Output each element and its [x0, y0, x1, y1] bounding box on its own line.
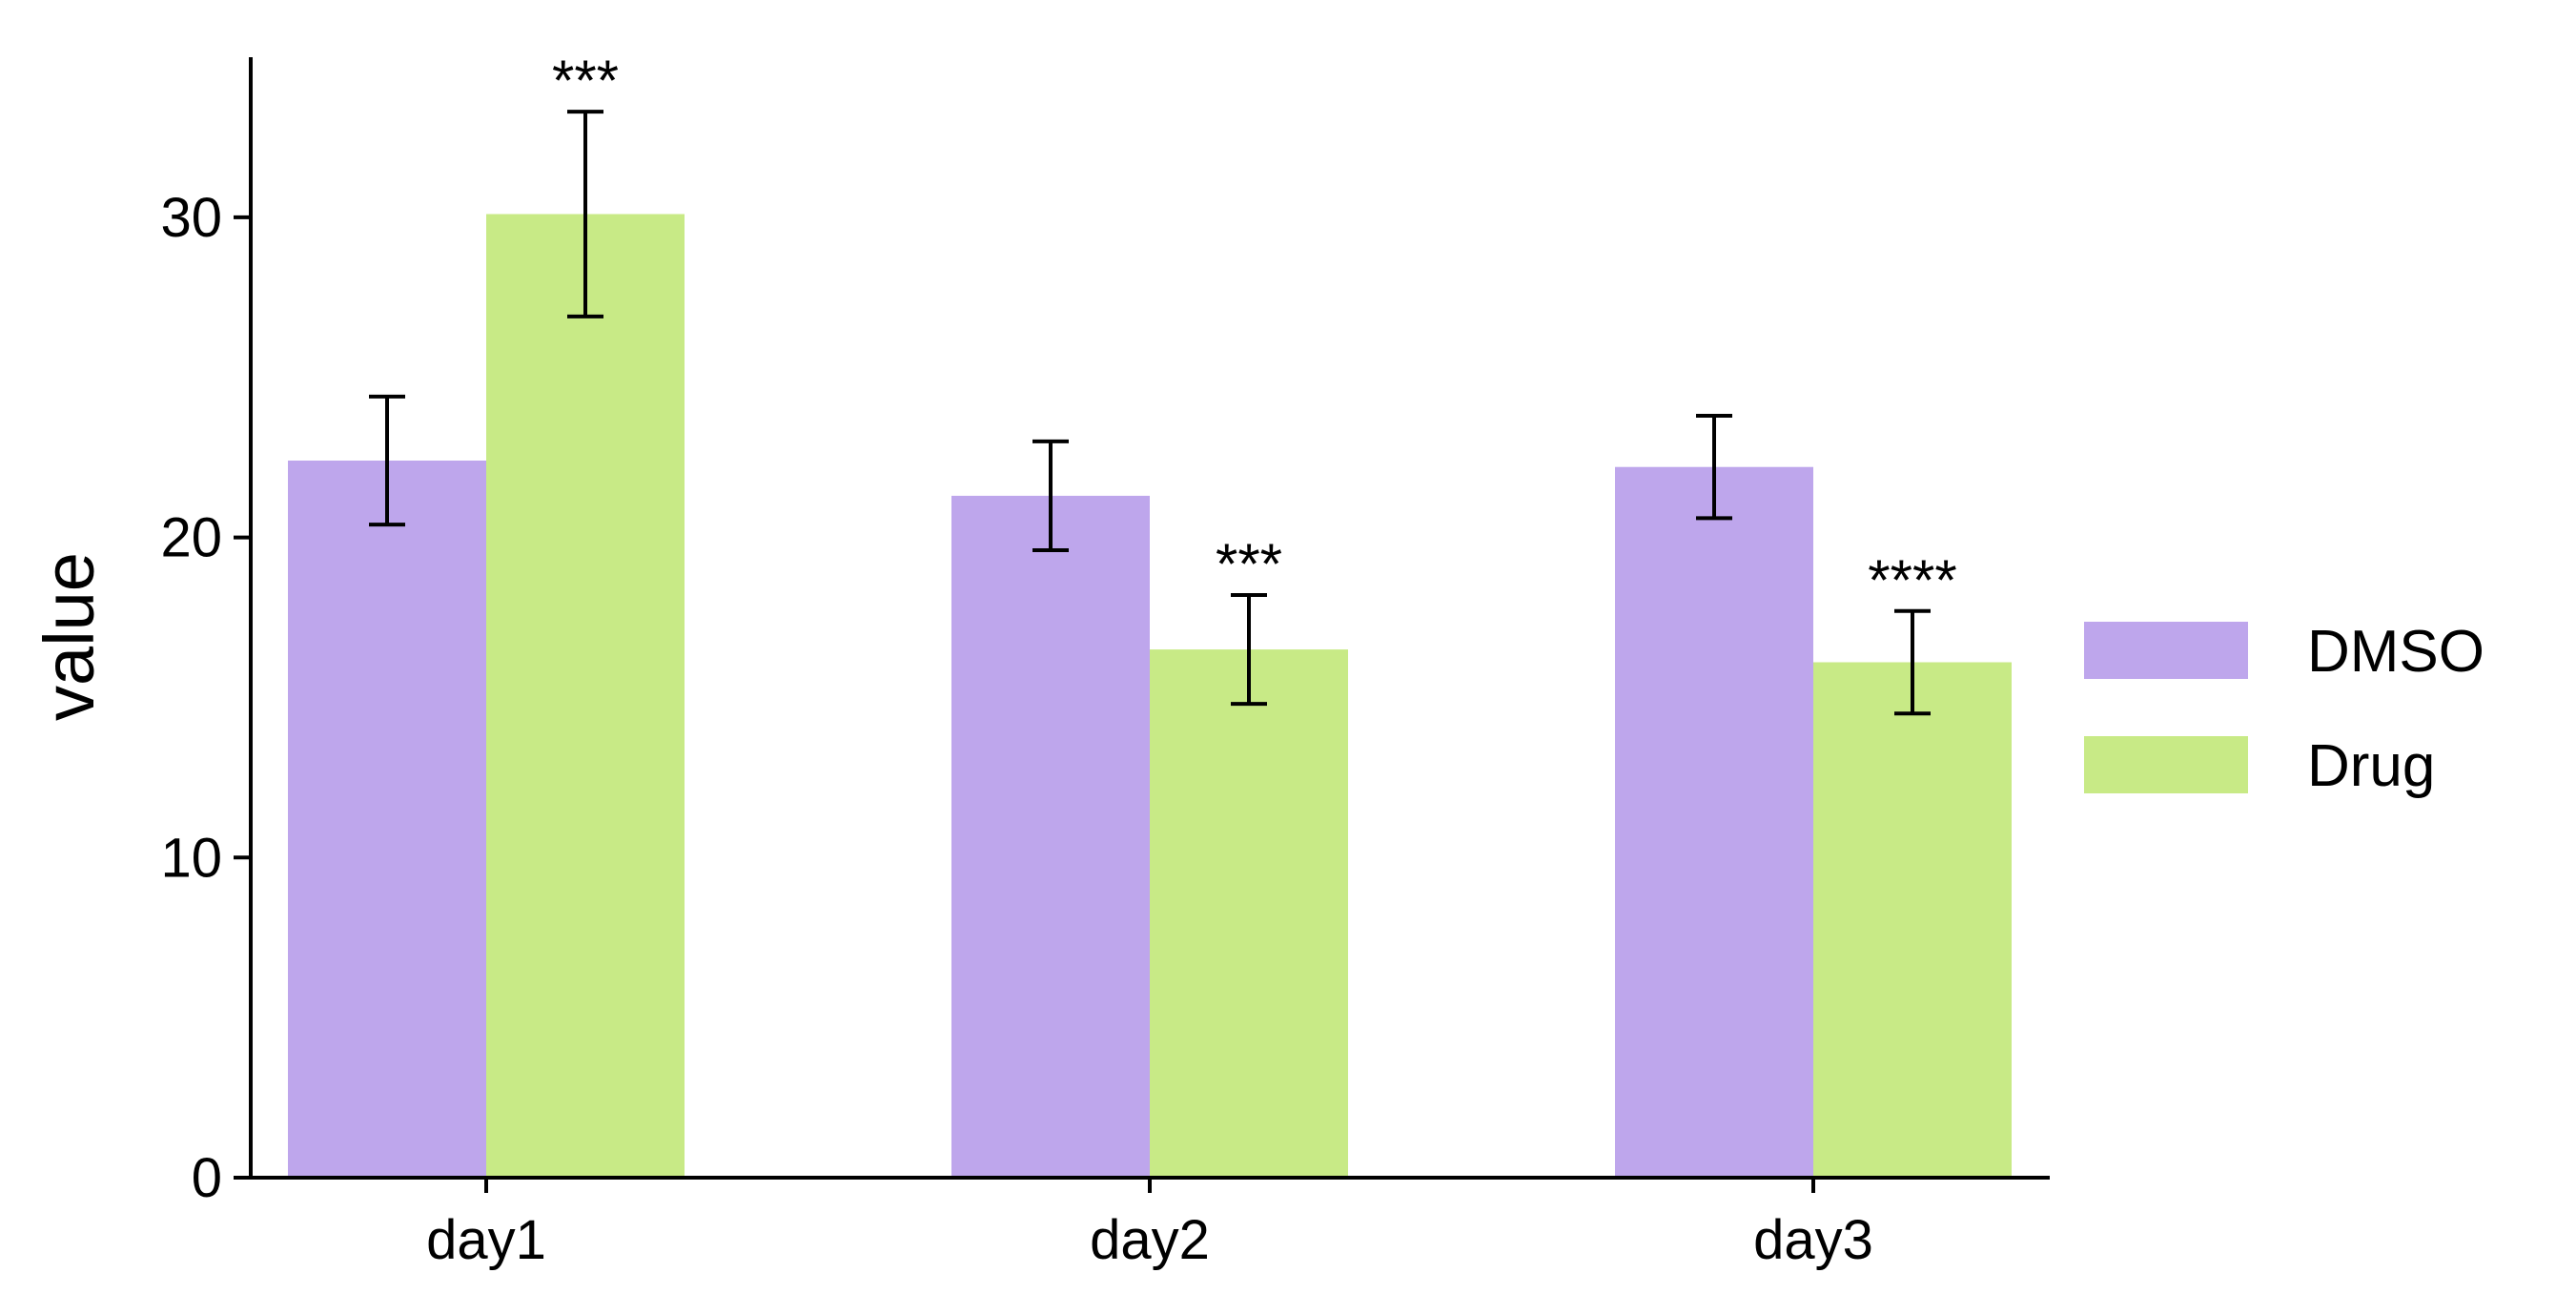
error-bar-dmso-day1: [369, 394, 405, 527]
axes-layer: day1 day2 day3 0 10 20 30 value: [30, 57, 2050, 1271]
legend-label-drug: Drug: [2307, 733, 2435, 799]
bar-dmso-day2: [951, 495, 1150, 1178]
error-bar-drug-day3: [1894, 608, 1931, 716]
x-tick-label-day3: day3: [1753, 1209, 1873, 1271]
error-bar-dmso-day2: [1032, 439, 1069, 552]
legend-swatch-dmso: [2084, 622, 2248, 679]
bar-drug-day2: [1150, 649, 1348, 1178]
y-tick-label-10: 10: [160, 827, 222, 889]
y-tick-label-20: 20: [160, 507, 222, 569]
x-tick-label-day1: day1: [426, 1209, 546, 1271]
legend: DMSO Drug: [2084, 619, 2484, 799]
legend-swatch-drug: [2084, 736, 2248, 793]
error-bar-dmso-day3: [1696, 414, 1732, 521]
x-tick-label-day2: day2: [1090, 1209, 1210, 1271]
y-tick-label-30: 30: [160, 187, 222, 249]
significance-label-drug-day3: ****: [1868, 548, 1956, 612]
error-bar-drug-day1: [567, 110, 603, 318]
significance-layer: ****** ****: [552, 49, 1957, 612]
bar-dmso-day3: [1615, 466, 1813, 1178]
legend-item-dmso: DMSO: [2084, 619, 2484, 685]
error-bar-drug-day2: [1231, 593, 1267, 707]
y-tick-label-0: 0: [192, 1147, 222, 1209]
bars-layer: [288, 214, 2012, 1178]
significance-label-drug-day2: ***: [1216, 532, 1282, 596]
bar-dmso-day1: [288, 461, 486, 1178]
significance-label-drug-day1: ***: [552, 49, 619, 113]
bar-drug-day1: [486, 214, 685, 1178]
error-bars-layer: [369, 110, 1931, 716]
y-axis-title: value: [30, 552, 109, 721]
legend-item-drug: Drug: [2084, 733, 2435, 799]
legend-label-dmso: DMSO: [2307, 619, 2484, 685]
bar-drug-day3: [1813, 662, 2012, 1178]
